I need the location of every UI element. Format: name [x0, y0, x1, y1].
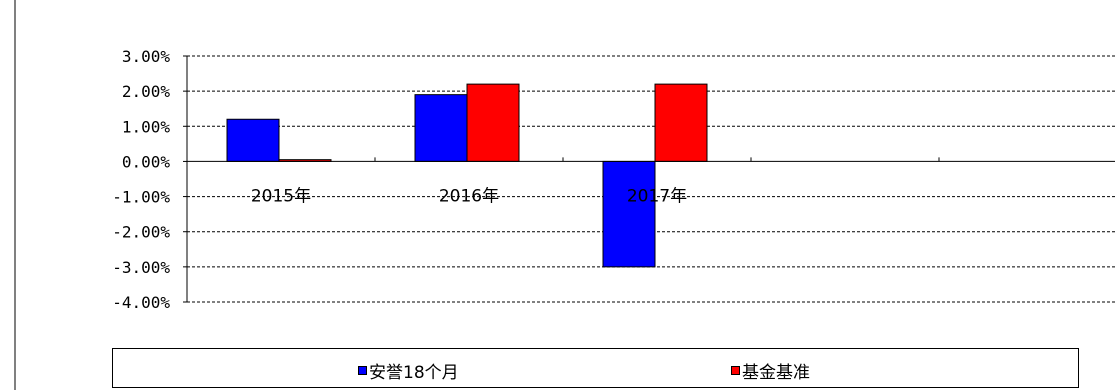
bar-series-1-2: [414, 94, 468, 162]
bars: [226, 83, 708, 268]
y-axis-tick-labels: 3.00% 2.00% 1.00% 0.00% -1.00% -2.00% -3.00% -4…: [112, 47, 187, 312]
y-tick-label: 3.00%: [122, 47, 171, 66]
legend-swatch-series-1: [358, 366, 367, 375]
legend-item-series-1: 安誉18个月: [358, 358, 459, 383]
x-category-label: 2015年: [251, 186, 311, 206]
axes: [186, 56, 1115, 302]
x-axis-category-labels: 2015年 2016年 2017年: [251, 186, 687, 206]
legend-item-series-2: 基金基准: [731, 358, 810, 383]
x-category-label: 2017年: [627, 186, 687, 206]
y-tick-label: -1.00%: [112, 188, 170, 207]
legend-swatch-series-2: [731, 366, 740, 375]
y-tick-label: -4.00%: [112, 293, 170, 312]
y-tick-label: 0.00%: [122, 152, 171, 171]
legend-label-series-2: 基金基准: [742, 363, 810, 383]
y-tick-label: 1.00%: [122, 117, 171, 136]
bar-series-1-1: [226, 118, 280, 162]
y-tick-label: -2.00%: [112, 223, 170, 242]
y-tick-label: 2.00%: [122, 82, 171, 101]
legend: 安誉18个月 基金基准: [112, 348, 1079, 388]
bar-series-2-3: [654, 83, 708, 162]
bar-series-1-3: [602, 160, 656, 268]
legend-label-series-1: 安誉18个月: [369, 363, 459, 383]
x-category-label: 2016年: [439, 186, 499, 206]
bar-series-2-2: [466, 83, 520, 162]
y-tick-label: -3.00%: [112, 258, 170, 277]
